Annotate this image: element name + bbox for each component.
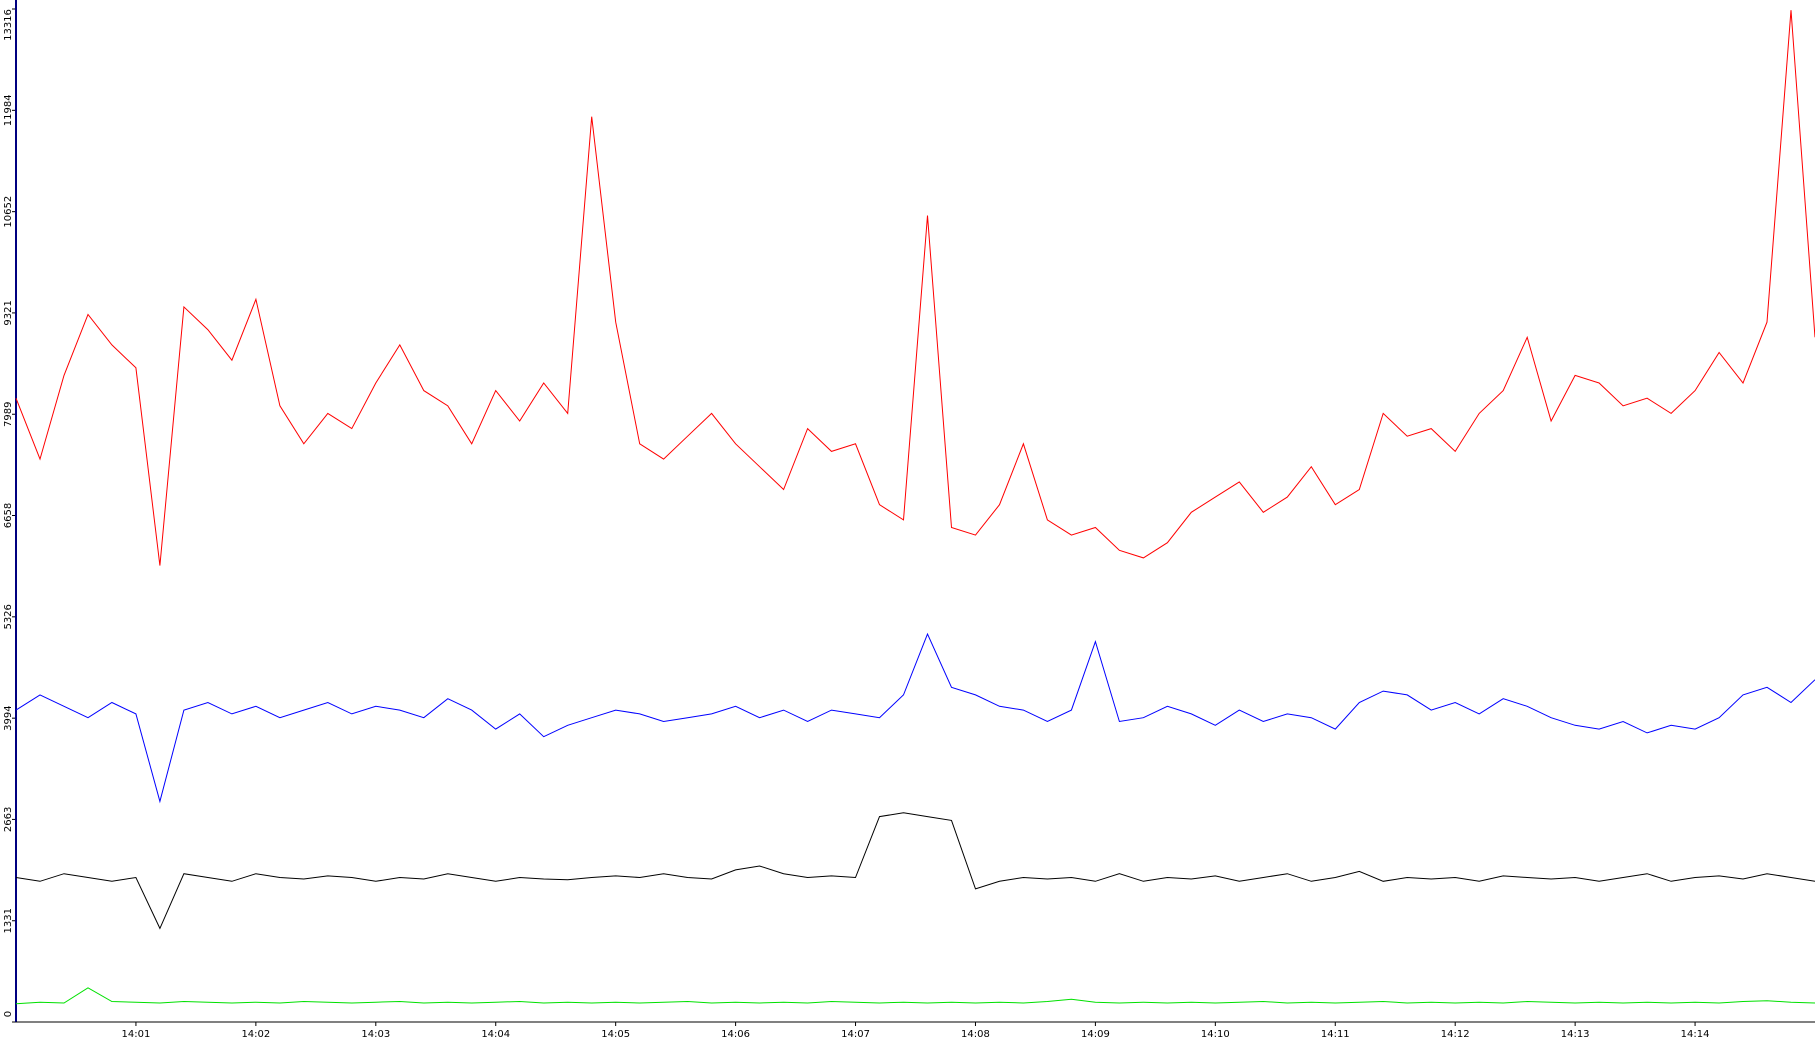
y-tick-label: 7989 <box>3 402 14 427</box>
x-tick-label: 14:08 <box>961 1029 990 1039</box>
y-tick-label: 6658 <box>3 503 14 528</box>
series-line <box>15 10 1815 566</box>
y-tick-label: 0 <box>3 1011 14 1017</box>
x-tick-label: 14:06 <box>721 1029 750 1039</box>
series-line <box>15 987 1815 1005</box>
x-tick-label: 14:10 <box>1201 1029 1230 1039</box>
y-tick-label: 13316 <box>3 9 14 41</box>
y-tick-label: 10652 <box>3 196 14 228</box>
x-tick-label: 14:14 <box>1681 1029 1710 1039</box>
y-tick-label: 5326 <box>3 604 14 629</box>
y-tick-label: 11984 <box>3 94 14 126</box>
x-tick-label: 14:01 <box>122 1029 151 1039</box>
y-tick-label: 3994 <box>3 705 14 730</box>
x-tick-label: 14:07 <box>841 1029 870 1039</box>
x-tick-label: 14:05 <box>601 1029 630 1039</box>
x-tick-label: 14:12 <box>1441 1029 1470 1039</box>
series-line <box>15 632 1815 804</box>
x-tick-label: 14:03 <box>361 1029 390 1039</box>
y-tick-label: 2663 <box>3 807 14 832</box>
x-tick-label: 14:04 <box>481 1029 510 1039</box>
x-tick-label: 14:02 <box>241 1029 270 1039</box>
x-tick-label: 14:11 <box>1321 1029 1350 1039</box>
x-tick-label: 14:13 <box>1561 1029 1590 1039</box>
series-line <box>15 812 1815 930</box>
x-tick-label: 14:09 <box>1081 1029 1110 1039</box>
y-tick-label: 1331 <box>3 908 14 933</box>
y-tick-label: 9321 <box>3 300 14 325</box>
